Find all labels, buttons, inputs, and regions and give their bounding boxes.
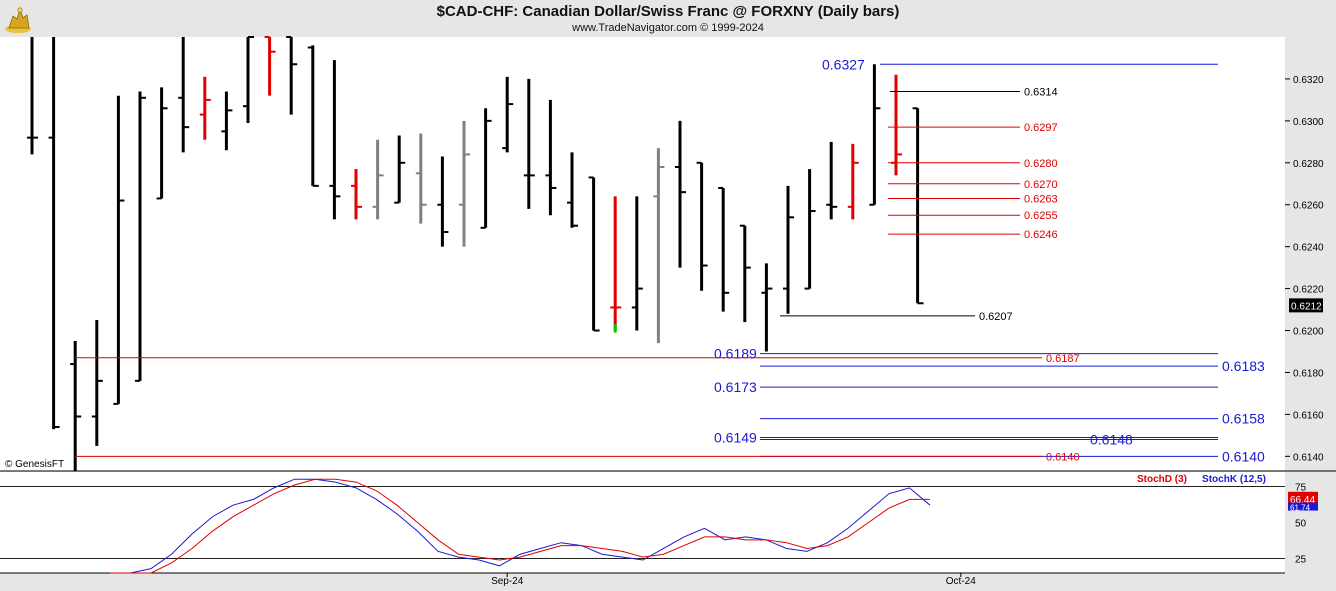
legend-stochd: StochD (3) [1137, 474, 1187, 485]
x-tick-label: Sep-24 [491, 576, 524, 587]
red-level-label: 0.6255 [1024, 210, 1058, 222]
main-plot-area [0, 37, 1285, 471]
stoch-series-line [110, 478, 931, 574]
red-level-label: 0.6263 [1024, 193, 1058, 205]
chart-header: $CAD-CHF: Canadian Dollar/Swiss Franc @ … [0, 0, 1336, 37]
y-tick-label: 0.6240 [1293, 243, 1324, 254]
blue-level-label: 0.6183 [1222, 358, 1265, 374]
stoch-tick-label: 50 [1295, 519, 1307, 530]
red-level-label: 0.6270 [1024, 179, 1058, 191]
black-level-label: 0.6207 [979, 311, 1013, 323]
chart-subtitle: www.TradeNavigator.com © 1999-2024 [572, 22, 764, 34]
y-tick-label: 0.6320 [1293, 75, 1324, 86]
stoch-tick-label: 75 [1295, 482, 1307, 493]
legend-stochk: StochK (12,5) [1202, 474, 1266, 485]
level-lines: 0.6327 0.6189 0.6183 0.6173 0.6158 0.6149 0.61… [75, 56, 1265, 464]
y-tick-label: 0.6140 [1293, 452, 1324, 463]
black-level-label: 0.6314 [1024, 87, 1058, 99]
red-level-label: 0.6187 [1046, 353, 1080, 365]
watermark: © GenesisFT [5, 459, 64, 470]
last-price-label: 0.6212 [1291, 301, 1322, 312]
blue-level-label: 0.6140 [1222, 448, 1265, 464]
y-axis-ticks: 0.6140 0.6160 0.6180 0.6200 0.6220 0.6240 0.62… [1285, 75, 1324, 463]
blue-level-label: 0.6327 [822, 56, 865, 72]
price-axis [1285, 37, 1336, 471]
x-axis-labels: Sep-24 Oct-24 [491, 573, 976, 587]
x-tick-label: Oct-24 [946, 576, 976, 587]
stoch-axis [1285, 472, 1336, 573]
y-tick-label: 0.6160 [1293, 410, 1324, 421]
y-tick-label: 0.6200 [1293, 327, 1324, 338]
last-price-box [1289, 298, 1323, 313]
y-tick-label: 0.6220 [1293, 285, 1324, 296]
stoch-series-line [110, 478, 930, 574]
y-tick-label: 0.6300 [1293, 117, 1324, 128]
stochd-value-label: 66.44 [1290, 495, 1315, 506]
red-level-label: 0.6280 [1024, 158, 1058, 170]
stochk-value-label: 61.74 [1290, 504, 1311, 513]
y-tick-label: 0.6260 [1293, 201, 1324, 212]
stochk-value-box [1288, 502, 1318, 511]
red-level-label: 0.6140 [1046, 451, 1080, 463]
trade-navigator-logo-icon [5, 7, 31, 33]
y-tick-label: 0.6180 [1293, 368, 1324, 379]
ohlc-bars [27, 36, 924, 471]
blue-level-label: 0.6158 [1222, 411, 1265, 427]
stoch-tick-label: 25 [1295, 555, 1307, 566]
stoch-plot-area [0, 472, 1285, 573]
stochd-value-box [1288, 491, 1318, 505]
blue-level-label: 0.6189 [714, 346, 757, 362]
red-level-label: 0.6246 [1024, 229, 1058, 241]
red-level-label: 0.6297 [1024, 122, 1058, 134]
y-tick-label: 0.6280 [1293, 159, 1324, 170]
blue-level-label: 0.6173 [714, 379, 757, 395]
blue-level-label: 0.6148 [1090, 432, 1133, 448]
blue-level-label: 0.6149 [714, 429, 757, 445]
chart-title: $CAD-CHF: Canadian Dollar/Swiss Franc @ … [436, 3, 900, 20]
